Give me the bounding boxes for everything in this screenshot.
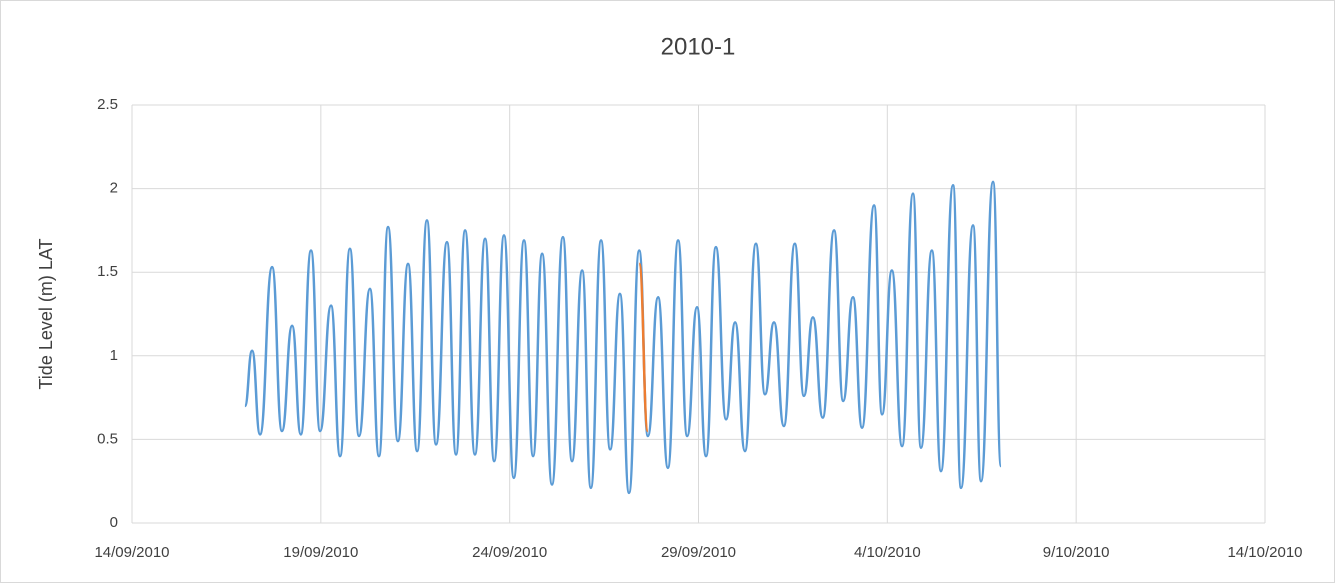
y-tick-label: 1.5	[97, 263, 118, 280]
x-tick-label: 14/10/2010	[1227, 544, 1302, 561]
x-tick-label: 24/09/2010	[472, 544, 547, 561]
y-axis-label: Tide Level (m) LAT	[36, 238, 56, 389]
x-tick-label: 4/10/2010	[854, 544, 921, 561]
y-tick-label: 0	[110, 514, 118, 531]
x-tick-label: 9/10/2010	[1043, 544, 1110, 561]
y-tick-label: 2	[110, 180, 118, 197]
series-line	[243, 180, 1003, 495]
y-tick-label: 2.5	[97, 96, 118, 113]
y-tick-label: 1	[110, 347, 118, 364]
x-tick-label: 19/09/2010	[283, 544, 358, 561]
x-tick-label: 29/09/2010	[661, 544, 736, 561]
series-line	[637, 262, 650, 433]
x-tick-label: 14/09/2010	[94, 544, 169, 561]
y-tick-label: 0.5	[97, 430, 118, 447]
chart-title: 2010-1	[661, 33, 736, 60]
